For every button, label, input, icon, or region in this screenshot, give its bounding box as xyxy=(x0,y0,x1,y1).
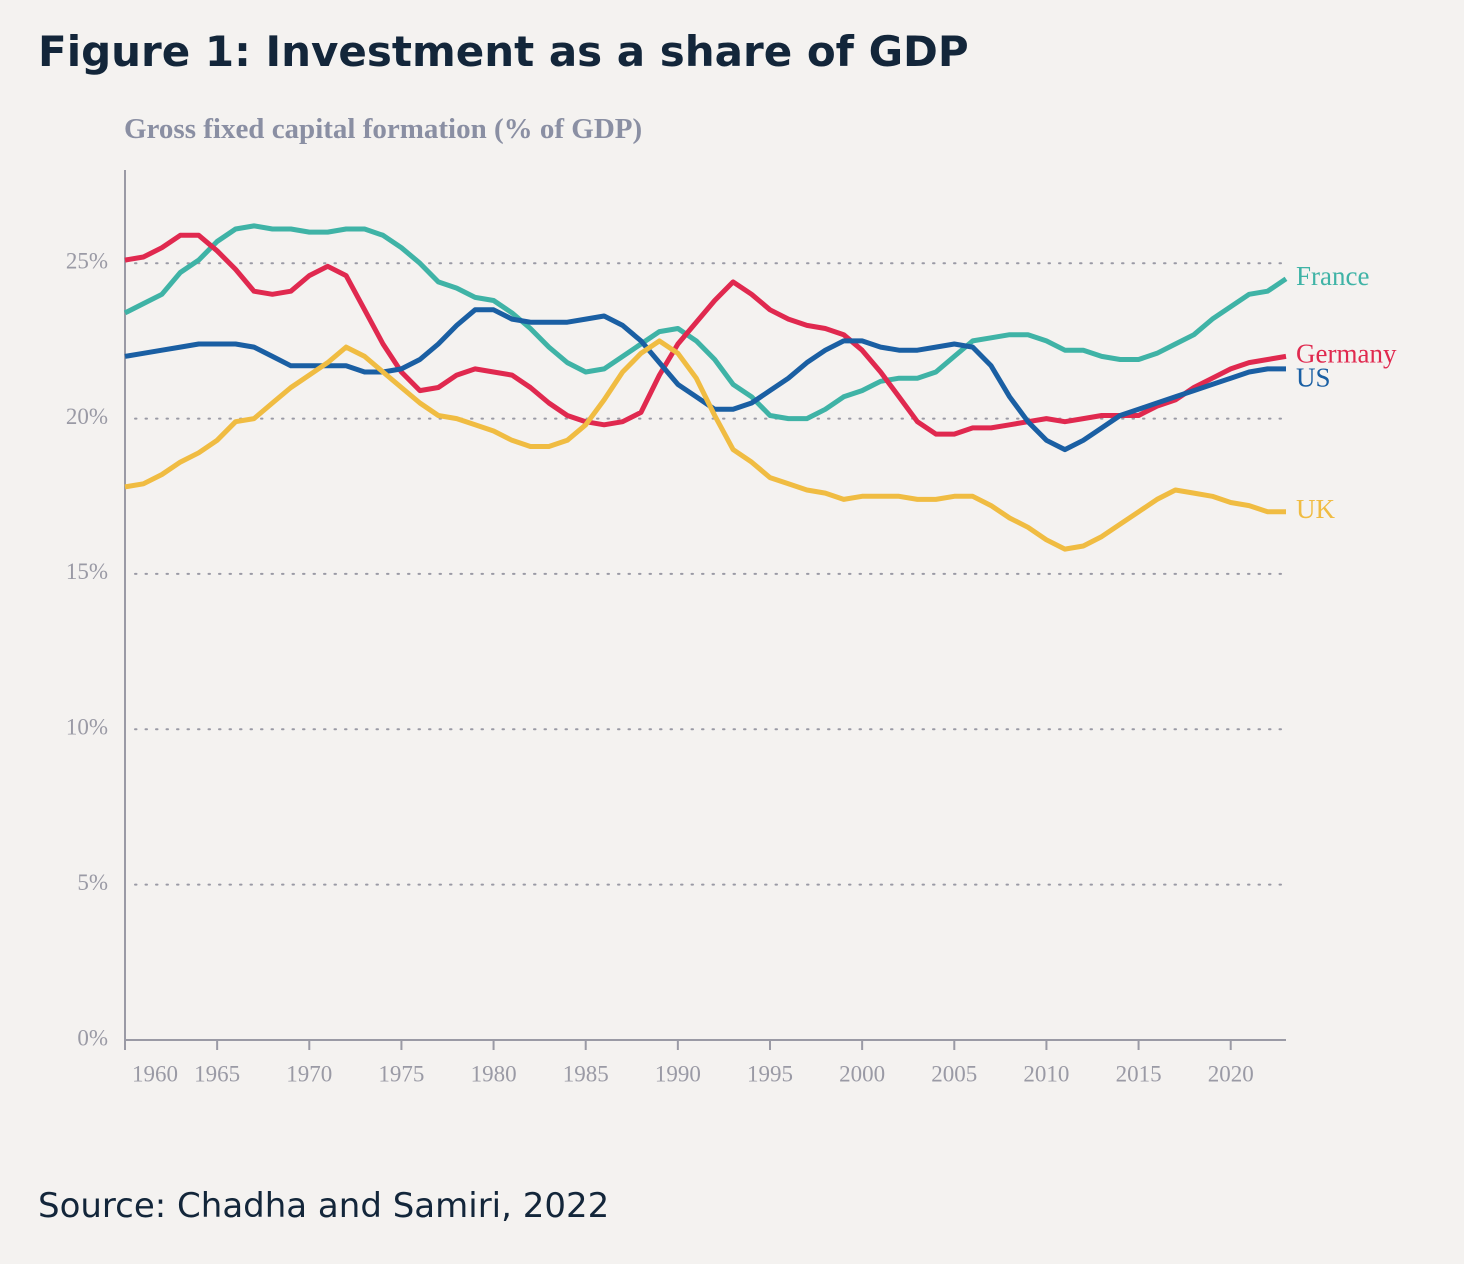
x-tick-label: 2000 xyxy=(839,1061,885,1086)
x-tick-label: 1965 xyxy=(194,1061,240,1086)
series-line xyxy=(124,307,1286,453)
y-tick-label: 5% xyxy=(77,870,108,895)
x-tick-label: 1970 xyxy=(286,1061,332,1086)
chart-title: Figure 1: Investment as a share of GDP xyxy=(38,27,969,76)
x-tick-label: 1975 xyxy=(378,1061,424,1086)
chart-subtitle: Gross fixed capital formation (% of GDP) xyxy=(124,113,642,145)
y-tick-label: 20% xyxy=(66,404,108,429)
y-tick-label: 0% xyxy=(77,1025,108,1050)
x-tick-label: 1985 xyxy=(563,1061,609,1086)
x-tick-label: 2015 xyxy=(1116,1061,1162,1086)
series-line xyxy=(124,232,1287,437)
series-label: Germany xyxy=(1296,339,1397,369)
x-tick-label: 2020 xyxy=(1208,1061,1254,1086)
x-tick-label: 2010 xyxy=(1023,1061,1069,1086)
series-label: US xyxy=(1296,363,1331,393)
x-tick-label: 2005 xyxy=(931,1061,977,1086)
source-note: Source: Chadha and Samiri, 2022 xyxy=(38,1186,609,1226)
x-tick-label: 1995 xyxy=(747,1061,793,1086)
series-label: UK xyxy=(1296,494,1335,524)
y-tick-label: 25% xyxy=(66,248,108,273)
series-label: France xyxy=(1296,261,1369,291)
y-tick-label: 10% xyxy=(66,715,108,740)
x-tick-label: 1980 xyxy=(471,1061,517,1086)
series-line xyxy=(123,223,1288,422)
series-line xyxy=(124,338,1286,552)
x-tick-label: 1990 xyxy=(655,1061,701,1086)
x-tick-label: 1960 xyxy=(132,1061,178,1086)
y-tick-label: 15% xyxy=(66,559,108,584)
